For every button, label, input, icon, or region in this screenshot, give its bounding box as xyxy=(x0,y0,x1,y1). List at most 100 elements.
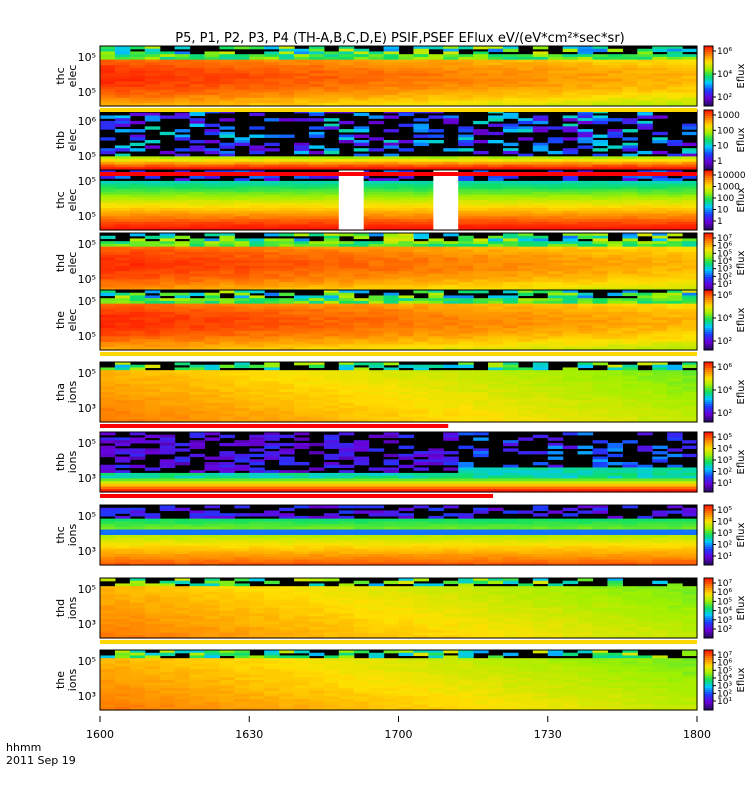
spectrogram-cell xyxy=(234,303,250,307)
spectrogram-cell xyxy=(458,372,474,377)
spectrogram-cell xyxy=(219,336,235,340)
spectrogram-cell xyxy=(532,216,549,220)
spectrogram-cell xyxy=(264,317,280,321)
colorbar-label: Eflux xyxy=(736,307,747,332)
spectrogram-cell xyxy=(637,213,653,217)
spectrogram-cell xyxy=(607,219,623,223)
spectrogram-cell xyxy=(144,330,161,335)
spectrogram-cell xyxy=(174,167,191,171)
spectrogram-cell xyxy=(129,92,146,96)
spectrogram-cell xyxy=(532,73,549,77)
spectrogram-cell xyxy=(607,413,623,418)
spectrogram-cell xyxy=(353,445,370,449)
spectrogram-cell xyxy=(607,78,623,83)
spectrogram-cell xyxy=(100,48,116,53)
spectrogram-cell xyxy=(338,167,355,171)
spectrogram-cell xyxy=(592,70,609,74)
spectrogram-cell xyxy=(413,51,429,55)
spectrogram-cell xyxy=(443,375,459,379)
spectrogram-cell xyxy=(383,254,400,259)
colorbar-segment xyxy=(704,78,713,81)
spectrogram-cell xyxy=(144,392,161,396)
spectrogram-cell xyxy=(547,86,564,91)
spectrogram-cell xyxy=(637,273,653,278)
spectrogram-cell xyxy=(488,219,504,223)
spectrogram-cell xyxy=(264,178,280,182)
spectrogram-cell xyxy=(323,330,340,335)
spectrogram-cell xyxy=(383,453,400,458)
spectrogram-cell xyxy=(189,322,206,327)
spectrogram-cell xyxy=(517,76,534,80)
spectrogram-cell xyxy=(294,97,310,102)
spectrogram-cell xyxy=(577,432,594,436)
spectrogram-cell xyxy=(100,243,116,248)
spectrogram-cell xyxy=(517,282,534,286)
colorbar-segment xyxy=(704,306,713,309)
spectrogram-cell xyxy=(264,328,280,332)
spectrogram-cell xyxy=(622,103,638,107)
spectrogram-cell xyxy=(473,402,489,407)
spectrogram-cell xyxy=(488,210,504,215)
spectrogram-cell xyxy=(637,330,653,335)
spectrogram-cell xyxy=(652,48,668,53)
spectrogram-cell xyxy=(204,287,221,291)
spectrogram-cell xyxy=(488,65,504,69)
spectrogram-cell xyxy=(204,150,221,155)
spectrogram-cell xyxy=(189,279,206,283)
colorbar-segment xyxy=(704,277,713,280)
spectrogram-cell xyxy=(264,100,280,104)
colorbar-segment xyxy=(704,130,713,133)
spectrogram-cell xyxy=(682,378,698,382)
spectrogram-cell xyxy=(308,65,325,69)
spectrogram-cell xyxy=(219,62,235,66)
spectrogram-cell xyxy=(547,200,564,204)
spectrogram-cell xyxy=(667,59,683,63)
spectrogram-cell xyxy=(174,416,191,420)
spectrogram-cell xyxy=(488,131,504,136)
spectrogram-cell xyxy=(144,65,161,69)
spectrogram-cell xyxy=(562,81,579,85)
spectrogram-cell xyxy=(517,183,534,187)
spectrogram-cell xyxy=(234,103,250,107)
spectrogram-cell xyxy=(114,413,131,418)
spectrogram-cell xyxy=(443,254,459,259)
spectrogram-cell xyxy=(204,322,221,327)
spectrogram-cell xyxy=(547,246,564,250)
spectrogram-cell xyxy=(294,317,310,321)
spectrogram-cell xyxy=(547,161,564,166)
spectrogram-cell xyxy=(667,191,683,196)
spectrogram-cell xyxy=(129,456,146,460)
spectrogram-cell xyxy=(249,282,265,286)
spectrogram-cell xyxy=(383,243,400,248)
spectrogram-cell xyxy=(174,400,191,404)
spectrogram-cell xyxy=(264,451,280,455)
spectrogram-cell xyxy=(652,70,668,74)
spectrogram-cell xyxy=(637,175,653,179)
spectrogram-cell xyxy=(473,341,489,346)
spectrogram-cell xyxy=(592,208,609,212)
spectrogram-cell xyxy=(353,322,370,327)
spectrogram-cell xyxy=(234,372,250,377)
spectrogram-cell xyxy=(100,268,116,272)
spectrogram-cell xyxy=(159,257,176,261)
spectrogram-cell xyxy=(532,67,549,72)
spectrogram-cell xyxy=(174,341,191,346)
spectrogram-cell xyxy=(547,292,564,297)
spectrogram-cell xyxy=(667,284,683,289)
spectrogram-cell xyxy=(159,411,176,415)
spectrogram-cell xyxy=(294,76,310,80)
spectrogram-cell xyxy=(443,408,459,412)
spectrogram-cell xyxy=(323,216,340,220)
spectrogram-cell xyxy=(622,411,638,415)
spectrogram-cell xyxy=(129,159,146,163)
spectrogram-cell xyxy=(443,48,459,53)
spectrogram-cell xyxy=(458,306,474,310)
spectrogram-cell xyxy=(383,392,400,396)
spectrogram-cell xyxy=(473,186,489,190)
spectrogram-cell xyxy=(383,54,400,58)
spectrogram-cell xyxy=(443,95,459,99)
spectrogram-cell xyxy=(294,328,310,332)
spectrogram-cell xyxy=(368,370,385,374)
spectrogram-cell xyxy=(308,227,325,231)
spectrogram-cell xyxy=(174,325,191,329)
